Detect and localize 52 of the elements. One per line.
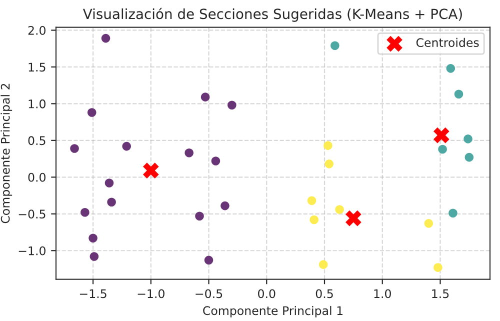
y-tick-label: 2.0: [28, 26, 46, 35]
point: [80, 208, 90, 217]
point: [184, 148, 194, 158]
point: [307, 196, 316, 206]
point: [324, 160, 334, 168]
point: [70, 144, 79, 153]
point: [142, 162, 159, 178]
x-tick-label: 0.5: [316, 289, 333, 298]
point: [438, 144, 447, 154]
x-axis-title: Componente Principal 1: [203, 306, 342, 318]
point: [228, 100, 236, 110]
point: [310, 215, 318, 224]
point: [104, 178, 114, 188]
y-axis-title: Componente Principal 2: [0, 84, 12, 224]
point: [87, 108, 96, 117]
y-tick-label: −1.0: [18, 246, 46, 256]
y-tick-label: 0.0: [28, 172, 46, 182]
point: [107, 198, 116, 207]
point: [424, 219, 434, 228]
x-tick-label: −1.5: [80, 289, 106, 298]
point: [200, 92, 210, 102]
y-tick-label: −0.5: [18, 210, 46, 219]
point: [448, 208, 458, 218]
point: [434, 263, 442, 272]
point: [101, 34, 110, 43]
x-tick-label: 1.5: [432, 289, 449, 298]
point: [195, 212, 204, 220]
point: [446, 64, 456, 73]
y-tick-label: 1.5: [28, 62, 46, 72]
chart-title: Visualización de Secciones Sugeridas (K-Means + PCA): [82, 8, 462, 22]
point: [90, 252, 99, 261]
point: [433, 127, 450, 144]
point: [122, 142, 131, 151]
x-tick-label: −0.5: [196, 289, 222, 298]
point: [464, 152, 474, 162]
point: [324, 141, 332, 150]
y-tick-label: 1.0: [28, 99, 46, 108]
point: [88, 234, 98, 243]
point: [220, 201, 230, 210]
point: [330, 41, 340, 50]
point: [346, 210, 362, 226]
x-tick-label: 0.0: [258, 289, 276, 298]
point: [211, 156, 220, 166]
legend-label: Centroides: [416, 38, 479, 48]
point: [464, 134, 472, 144]
y-tick-label: 0.5: [28, 136, 46, 146]
point: [318, 260, 328, 269]
point: [335, 205, 344, 214]
point: [454, 90, 464, 99]
x-tick-label: −1.0: [138, 289, 164, 298]
point: [204, 256, 214, 265]
x-tick-label: 1.0: [374, 289, 391, 298]
